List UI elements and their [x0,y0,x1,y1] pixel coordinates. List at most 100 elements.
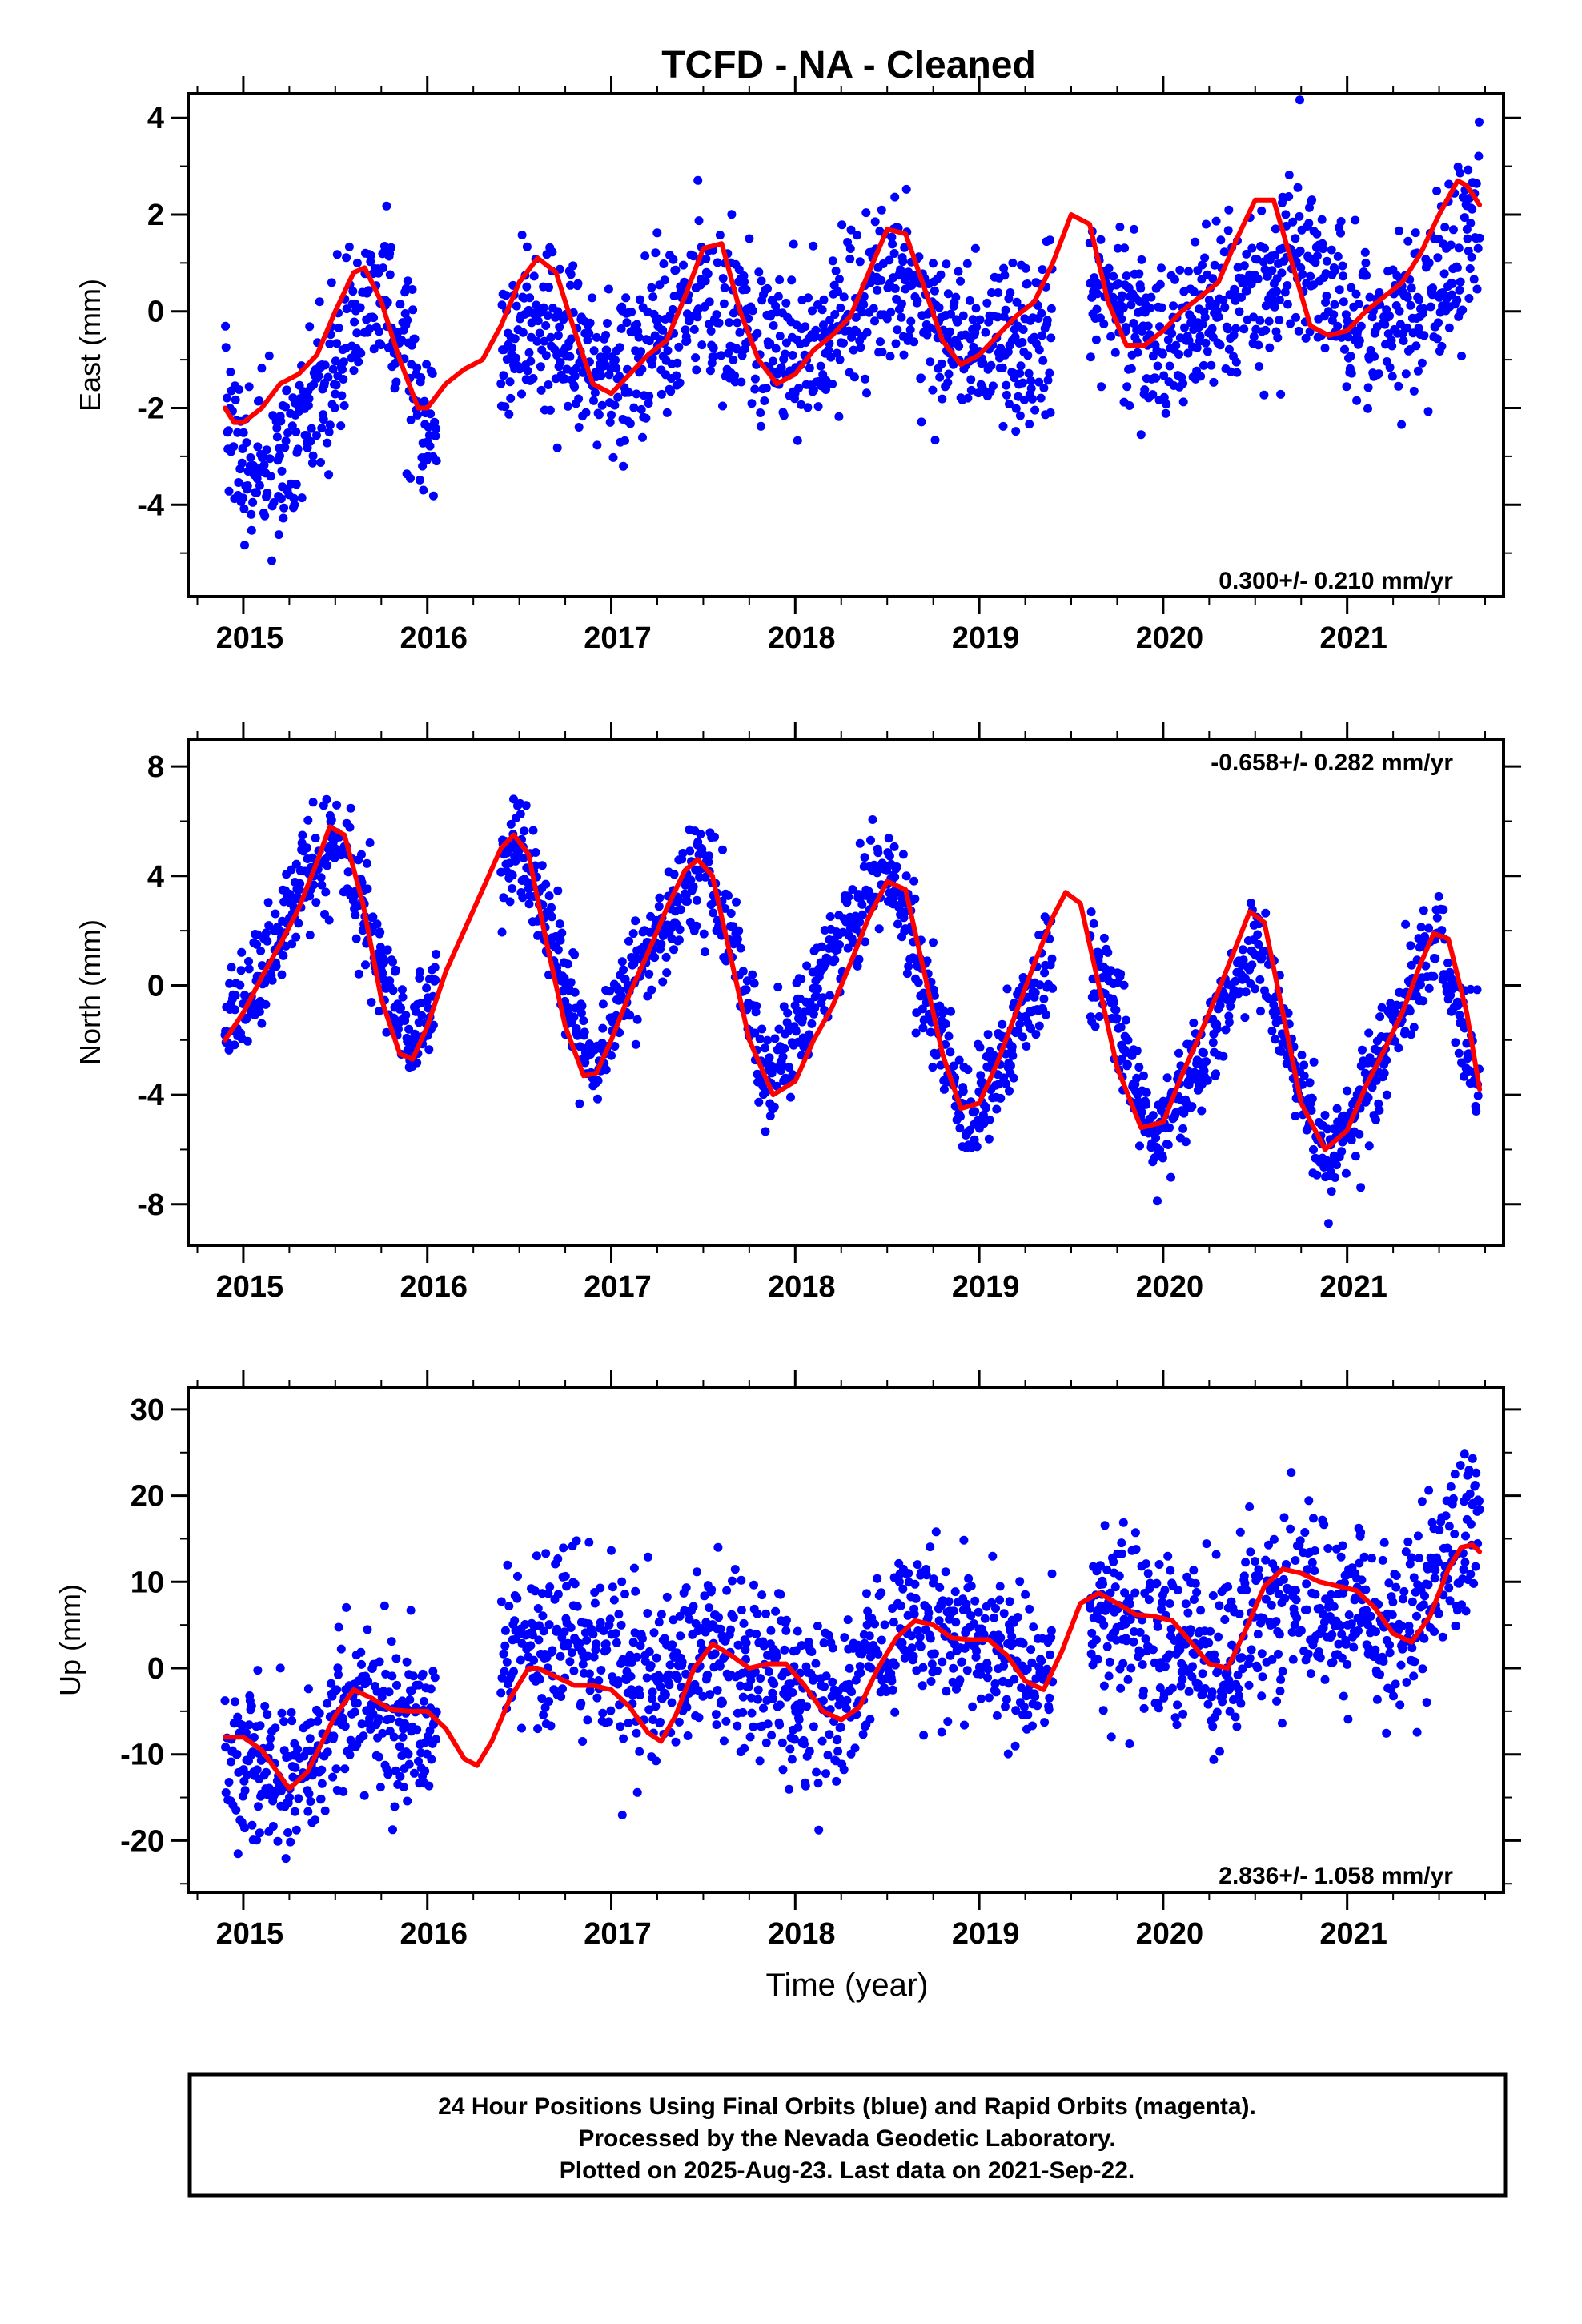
north-data-point [1443,958,1452,967]
up-data-point [1045,1693,1054,1703]
up-data-point [320,1806,330,1815]
north-data-point [224,1045,234,1055]
east-data-point [570,382,580,392]
north-data-point [1117,1055,1126,1064]
north-data-point [1332,1104,1342,1113]
up-data-point [291,1825,301,1835]
up-data-point [1093,1655,1102,1664]
up-data-point [340,1722,350,1731]
up-data-point [966,1582,976,1590]
north-data-point [291,859,301,869]
east-data-point [753,328,762,338]
east-data-point [391,377,401,387]
up-data-point [616,1620,626,1630]
east-data-point [741,285,751,294]
east-data-point [636,404,646,414]
east-data-point [406,473,415,483]
east-data-point [835,355,845,364]
up-data-point [740,1743,749,1753]
up-data-point [499,1649,508,1659]
north-data-point [992,1104,1002,1114]
north-data-point [1420,932,1429,941]
up-data-point [238,1720,247,1730]
up-data-point [379,1601,389,1610]
up-data-point [842,1695,852,1705]
up-data-point [801,1781,810,1791]
north-data-point [1151,1133,1161,1143]
up-data-point [790,1735,799,1744]
up-data-point [1046,1626,1056,1635]
north-data-point [710,832,719,842]
up-data-point [716,1624,725,1634]
up-data-point [811,1659,821,1668]
up-data-point [817,1736,827,1746]
east-data-point [1336,217,1346,226]
up-data-point [996,1633,1006,1642]
east-data-point [1265,343,1275,352]
east-data-point [1015,411,1025,420]
up-data-point [924,1608,934,1618]
up-data-point [1099,1620,1109,1630]
up-data-point [793,1626,802,1636]
up-data-point [858,1730,868,1739]
east-data-point [1019,395,1029,404]
up-data-point [1087,1628,1097,1638]
east-data-point [1178,397,1188,407]
north-data-point [669,870,679,879]
east-x-tick-label: 2017 [584,621,652,655]
north-data-point [761,1088,771,1097]
north-data-point [1416,980,1425,990]
north-data-point [1203,1076,1212,1085]
up-data-point [1098,1579,1107,1589]
north-data-point [1424,923,1434,933]
east-data-point [636,347,646,356]
up-data-point [617,1811,627,1819]
up-data-point [635,1691,644,1700]
north-data-point [770,1034,780,1043]
east-data-point [545,405,555,415]
east-data-point [255,480,264,490]
north-data-point [874,924,884,934]
east-data-point [1363,383,1373,392]
east-data-point [1283,300,1292,309]
east-data-point [528,374,538,383]
east-data-point [1155,279,1165,289]
up-data-point [856,1668,865,1678]
east-data-point [733,318,742,328]
east-data-point [828,380,837,388]
up-data-point [572,1536,581,1546]
north-data-point [397,985,407,995]
east-data-point [745,234,754,243]
up-data-point [648,1715,658,1724]
up-data-point [719,1736,729,1746]
east-data-point [1137,255,1146,264]
up-data-point [813,1622,822,1630]
north-data-point [765,1112,775,1120]
east-data-point [336,421,346,431]
up-data-point [254,1802,263,1811]
north-data-point [1332,1160,1341,1170]
east-data-point [1346,352,1355,361]
east-data-point [1005,400,1014,408]
up-data-point [648,1694,656,1703]
north-data-point [963,1065,973,1075]
up-data-point [843,1615,853,1625]
east-data-point [604,284,613,294]
east-data-point [833,287,843,296]
east-data-point [1472,179,1481,188]
east-data-point [647,283,656,292]
east-data-point [897,299,906,308]
east-data-point [541,351,551,360]
east-data-point [1463,234,1472,243]
north-data-point [996,1093,1006,1103]
up-data-point [983,1673,992,1683]
up-data-point [643,1609,652,1618]
east-data-point [419,485,428,495]
up-data-point [1010,1741,1020,1751]
north-data-point [676,905,685,915]
north-data-point [860,853,869,862]
east-data-point [403,276,412,286]
up-data-point [534,1635,544,1645]
east-x-tick-label: 2015 [216,621,284,655]
north-data-point [1312,1170,1322,1180]
